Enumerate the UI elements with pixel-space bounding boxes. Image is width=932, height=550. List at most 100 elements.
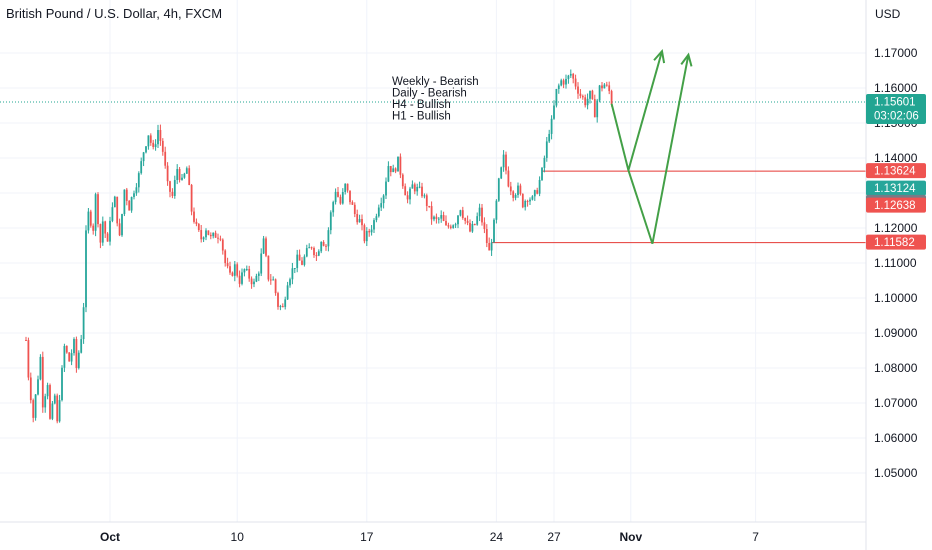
candle[interactable] bbox=[557, 83, 560, 94]
candle[interactable] bbox=[313, 246, 315, 258]
candle[interactable] bbox=[166, 162, 169, 186]
candle[interactable] bbox=[87, 207, 90, 234]
candle[interactable] bbox=[519, 183, 522, 196]
price-axis[interactable]: 1.170001.160001.150001.140001.130001.120… bbox=[865, 0, 932, 550]
candle[interactable] bbox=[454, 222, 457, 229]
candle[interactable] bbox=[421, 182, 423, 198]
candle[interactable] bbox=[529, 197, 531, 206]
candle[interactable] bbox=[344, 183, 347, 195]
candle[interactable] bbox=[584, 94, 587, 108]
projection-arrow[interactable] bbox=[627, 50, 663, 171]
candle[interactable] bbox=[502, 150, 505, 172]
candle[interactable] bbox=[310, 246, 313, 250]
candle[interactable] bbox=[135, 183, 138, 196]
candle[interactable] bbox=[25, 336, 27, 341]
candle[interactable] bbox=[99, 223, 102, 249]
candle[interactable] bbox=[375, 213, 378, 223]
candle[interactable] bbox=[293, 267, 296, 274]
candle[interactable] bbox=[605, 81, 608, 87]
candle[interactable] bbox=[385, 177, 387, 200]
candle[interactable] bbox=[29, 372, 32, 404]
candle[interactable] bbox=[178, 166, 181, 183]
candle[interactable] bbox=[169, 180, 171, 198]
candle[interactable] bbox=[526, 199, 529, 207]
candle[interactable] bbox=[370, 225, 373, 236]
candle[interactable] bbox=[219, 235, 222, 242]
candle[interactable] bbox=[49, 383, 51, 420]
candle[interactable] bbox=[65, 345, 68, 354]
candle[interactable] bbox=[586, 93, 589, 110]
candle[interactable] bbox=[85, 225, 87, 313]
candle[interactable] bbox=[250, 276, 253, 289]
candle[interactable] bbox=[39, 354, 42, 381]
candle[interactable] bbox=[116, 196, 119, 227]
candle[interactable] bbox=[159, 124, 162, 146]
candle[interactable] bbox=[274, 278, 277, 296]
candle[interactable] bbox=[589, 90, 591, 104]
candle[interactable] bbox=[265, 236, 267, 258]
candle[interactable] bbox=[137, 171, 140, 193]
candle[interactable] bbox=[164, 146, 167, 169]
candle[interactable] bbox=[541, 166, 543, 182]
candle[interactable] bbox=[490, 238, 493, 256]
candle[interactable] bbox=[565, 74, 567, 89]
candle[interactable] bbox=[80, 334, 83, 354]
candle[interactable] bbox=[387, 161, 390, 183]
candle[interactable] bbox=[209, 232, 212, 240]
candle[interactable] bbox=[514, 193, 517, 201]
candle[interactable] bbox=[260, 248, 263, 277]
candle[interactable] bbox=[389, 165, 392, 177]
candle[interactable] bbox=[70, 349, 73, 366]
candle[interactable] bbox=[200, 225, 203, 243]
candle[interactable] bbox=[373, 218, 375, 234]
candle[interactable] bbox=[521, 193, 524, 209]
candle[interactable] bbox=[481, 203, 483, 226]
projection-drawing[interactable] bbox=[610, 49, 693, 245]
candle[interactable] bbox=[46, 382, 49, 400]
candle[interactable] bbox=[296, 249, 299, 273]
candle[interactable] bbox=[315, 252, 318, 261]
candle[interactable] bbox=[58, 394, 61, 423]
candle[interactable] bbox=[404, 183, 407, 196]
candle[interactable] bbox=[536, 187, 539, 195]
candle[interactable] bbox=[505, 151, 507, 175]
candle[interactable] bbox=[591, 89, 594, 100]
candle[interactable] bbox=[440, 210, 443, 223]
candle[interactable] bbox=[351, 200, 354, 205]
candle[interactable] bbox=[411, 180, 414, 189]
candle[interactable] bbox=[341, 188, 344, 205]
candle[interactable] bbox=[353, 202, 356, 218]
candle[interactable] bbox=[298, 249, 301, 261]
candle[interactable] bbox=[533, 189, 536, 201]
candle[interactable] bbox=[152, 139, 155, 150]
candle[interactable] bbox=[44, 393, 47, 413]
candle[interactable] bbox=[567, 74, 570, 84]
candle[interactable] bbox=[608, 81, 611, 95]
candle[interactable] bbox=[188, 165, 191, 186]
candle[interactable] bbox=[113, 195, 116, 208]
candle[interactable] bbox=[512, 190, 515, 202]
candle[interactable] bbox=[123, 189, 126, 217]
candle[interactable] bbox=[221, 238, 224, 255]
candle[interactable] bbox=[92, 223, 95, 235]
candle[interactable] bbox=[176, 164, 179, 185]
candle[interactable] bbox=[349, 190, 351, 205]
candle[interactable] bbox=[147, 135, 150, 150]
price-tag[interactable]: 1.13124 bbox=[866, 180, 926, 196]
candle[interactable] bbox=[466, 215, 469, 226]
candle[interactable] bbox=[574, 74, 577, 90]
candles[interactable] bbox=[25, 69, 613, 424]
candle[interactable] bbox=[356, 209, 359, 225]
candle[interactable] bbox=[483, 217, 486, 234]
candle[interactable] bbox=[447, 222, 450, 229]
candle[interactable] bbox=[579, 89, 582, 99]
candle[interactable] bbox=[128, 199, 131, 211]
candle[interactable] bbox=[320, 241, 323, 254]
candle[interactable] bbox=[569, 69, 572, 78]
candle[interactable] bbox=[56, 393, 59, 424]
candle[interactable] bbox=[125, 187, 128, 206]
candle[interactable] bbox=[449, 224, 452, 230]
candle[interactable] bbox=[437, 216, 440, 224]
candle[interactable] bbox=[68, 351, 71, 362]
